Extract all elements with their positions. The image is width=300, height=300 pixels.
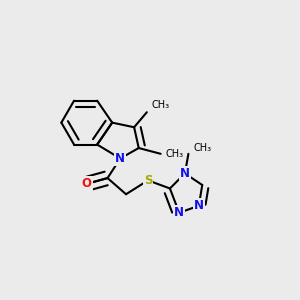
Text: N: N [180,167,190,180]
Text: N: N [174,206,184,219]
Text: O: O [82,177,92,190]
Text: S: S [144,174,152,187]
Text: CH₃: CH₃ [193,143,211,153]
Text: N: N [194,199,204,212]
Text: CH₃: CH₃ [165,149,183,159]
Text: N: N [115,152,125,165]
Text: CH₃: CH₃ [152,100,169,110]
